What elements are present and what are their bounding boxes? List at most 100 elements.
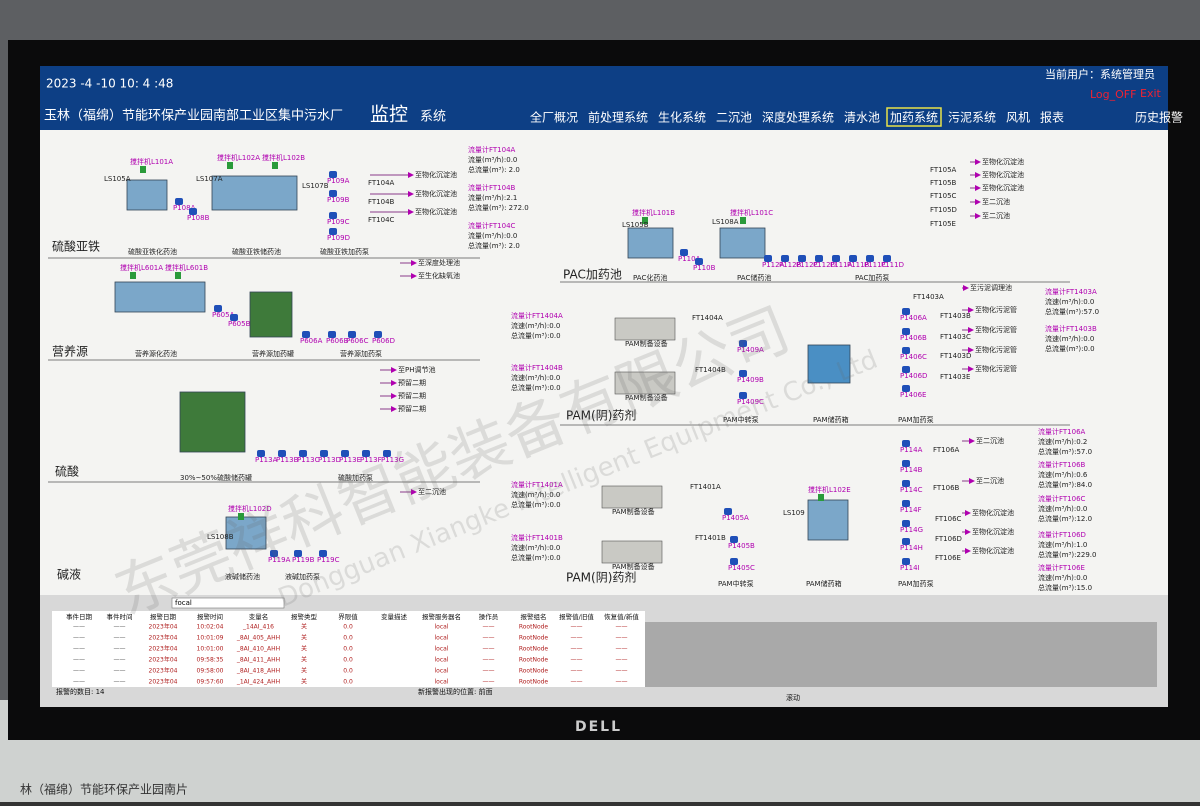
flowmeter-name: 流量计FT1404A (511, 311, 563, 320)
nav-item[interactable]: 清水池 (844, 111, 880, 125)
alarm-cell: —— (571, 635, 583, 642)
pump (902, 366, 910, 373)
column-header: 报警时间 (197, 612, 223, 621)
nav-item[interactable]: 报表 (1040, 110, 1064, 125)
alarm-cell: —— (616, 679, 628, 686)
flowmeter-rate: 流速(m³/h):0.2 (1038, 437, 1087, 446)
caption: 液碱加药泵 (285, 572, 320, 581)
pump (299, 450, 307, 457)
column-header: 变量描述 (381, 612, 408, 621)
outlet-label: 预留二期 (398, 391, 426, 400)
caption: 硫酸亚铁化药池 (128, 247, 177, 256)
outlet-label: 预留二期 (398, 378, 426, 387)
section-name: 硫酸 (55, 464, 79, 479)
pump-tag: P1409B (737, 376, 764, 384)
alarm-cell: local (435, 657, 449, 664)
nav-item[interactable]: 二沉池 (716, 111, 752, 125)
alarm-position: 新报警出现的位置: 前面 (418, 687, 493, 696)
pump-tag: P109A (327, 177, 350, 185)
caption: 硫酸亚铁加药泵 (320, 247, 369, 256)
outlet-label: 至物化沉淀池 (982, 183, 1024, 192)
arrow (391, 406, 397, 412)
alarm-cell: 关 (301, 678, 307, 686)
pump (902, 440, 910, 447)
pump-tag: P114F (900, 506, 922, 514)
meter-tag: FT105A (930, 166, 957, 174)
nav-item[interactable]: 深度处理系统 (762, 110, 834, 125)
nav-item[interactable]: 历史报警 (1135, 110, 1183, 125)
pump-tag: P113C (297, 456, 320, 464)
flowmeter-rate: 流速(m³/h):0.0 (511, 321, 560, 330)
flowmeter-total: 总流量(m³):0.0 (511, 331, 561, 340)
pump-tag: P1406B (900, 334, 927, 342)
alarm-cell: 关 (301, 645, 307, 653)
meter-tag: FT106B (933, 484, 960, 492)
pump-tag: P1406C (900, 353, 927, 361)
arrow (975, 159, 981, 165)
pump (815, 255, 823, 262)
nav-item[interactable]: 风机 (1006, 111, 1030, 125)
pam-device-label: PAM制备设备 (625, 393, 668, 402)
nav-item[interactable]: 前处理系统 (588, 110, 648, 125)
tank (126, 179, 168, 211)
meter-tag: FT104B (368, 198, 395, 206)
exit[interactable]: Exit (1140, 87, 1162, 100)
column-header: 报警类型 (291, 612, 318, 621)
nav-item[interactable]: 污泥系统 (948, 111, 996, 125)
alarm-cell: —— (571, 657, 583, 664)
arrow (963, 285, 969, 291)
nav-item[interactable]: 全厂概况 (530, 110, 578, 125)
pump (902, 328, 910, 335)
section-name: 营养源 (52, 344, 88, 359)
alarm-cell: —— (114, 624, 126, 631)
alarm-cell: RootNode (519, 635, 549, 642)
pump-tag: P606D (372, 337, 395, 345)
alarm-cell: —— (114, 657, 126, 664)
pump-tag: P112C (796, 261, 819, 269)
caption: PAM加药泵 (898, 579, 934, 588)
agitator-tag: 搅拌机L601A (120, 263, 163, 272)
nav-item[interactable]: 生化系统 (658, 111, 706, 125)
alarm-cell: local (435, 624, 449, 631)
flowmeter-name: 流量计FT106A (1038, 427, 1086, 436)
pump (383, 450, 391, 457)
plant-title: 玉林（福绵）节能环保产业园南部工业区集中污水厂 (44, 108, 343, 124)
nav-item[interactable]: 加药系统 (890, 111, 938, 125)
meter-tag: FT105D (930, 206, 957, 214)
agitator-tag: 搅拌机L102A (217, 153, 260, 162)
arrow (391, 380, 397, 386)
flowmeter-rate: 流量(m³/h):0.0 (468, 155, 517, 164)
alarm-cell: 0.0 (343, 646, 353, 653)
arrow (968, 347, 974, 353)
alarm-cell: —— (73, 624, 85, 631)
pump-tag: P114I (900, 564, 920, 572)
flowmeter-name: 流量计FT106E (1038, 563, 1085, 572)
column-header: 恢复值/新值 (604, 612, 639, 621)
pump (902, 538, 910, 545)
pump (883, 255, 891, 262)
pump-tag: P111A (830, 261, 853, 269)
alarm-cell: _8AI_410_AHH (236, 646, 280, 653)
outlet-label: 至物化沉淀池 (972, 508, 1014, 517)
flowmeter-total: 总流量(m³):0.0 (511, 383, 561, 392)
pump-tag: P606C (346, 337, 369, 345)
alarm-cell: —— (483, 646, 495, 653)
arrow (411, 273, 417, 279)
alarm-cell: local (435, 679, 449, 686)
agitator-tag: 搅拌机L101A (130, 157, 173, 166)
flowmeter-rate: 流速(m³/h):0.0 (1045, 334, 1094, 343)
pump-tag: P108B (187, 214, 210, 222)
column-header: 报警服务器名 (422, 612, 461, 621)
alarm-cell: RootNode (519, 679, 549, 686)
caption: 硫酸加药泵 (338, 473, 373, 482)
meter-tag: FT1404A (692, 314, 723, 322)
caption: PAC加药泵 (855, 273, 889, 282)
caption: 营养源化药池 (135, 349, 177, 358)
pump-tag: P112A (762, 261, 785, 269)
outlet-label: 至深度处理池 (418, 258, 460, 267)
alarm-scroll: 滚动 (786, 693, 800, 702)
logoff[interactable]: Log_OFF (1090, 88, 1136, 101)
filter[interactable]: focal (175, 599, 192, 607)
pump (902, 460, 910, 467)
alarm-cell: —— (616, 624, 628, 631)
